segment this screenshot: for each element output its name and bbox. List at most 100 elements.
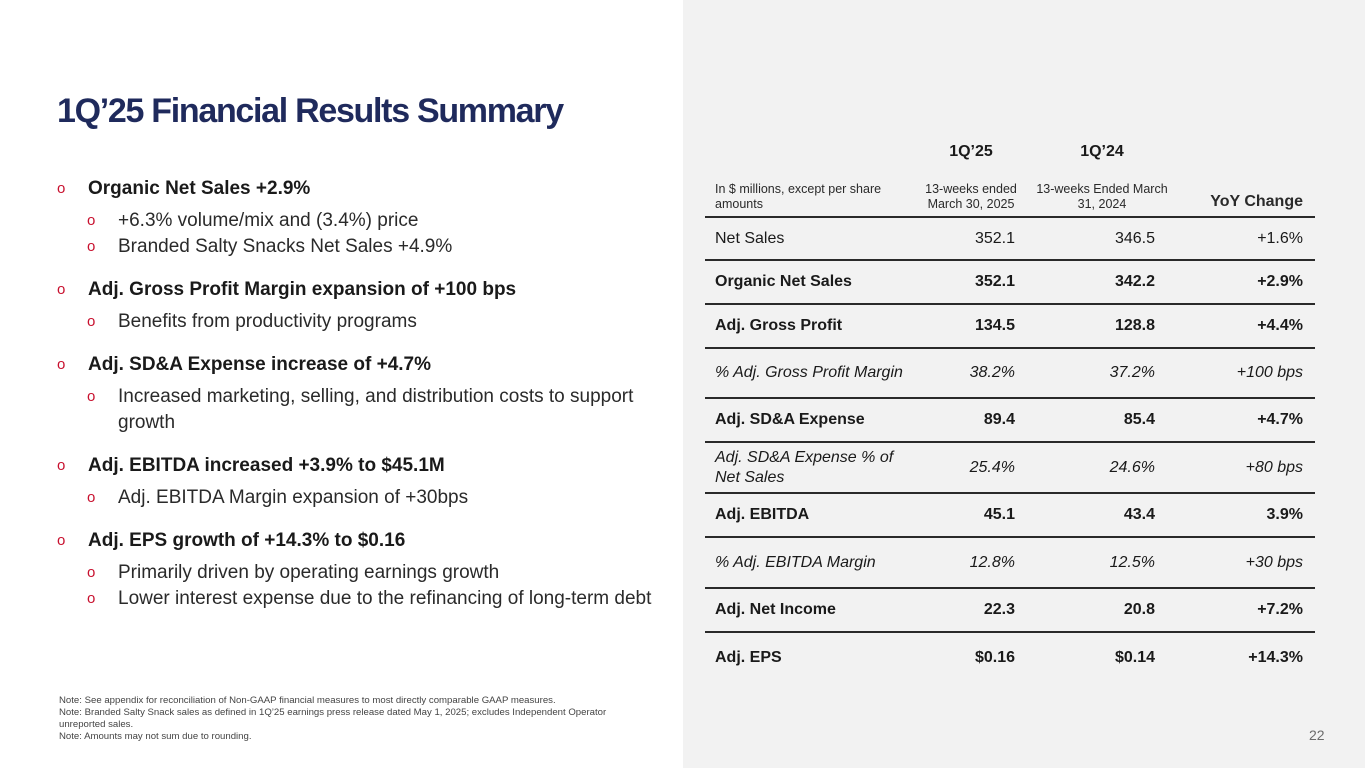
cell-yoy: +100 bps bbox=[1172, 348, 1315, 399]
table-row: Adj. Gross Profit 134.5 128.8 +4.4% bbox=[705, 304, 1315, 349]
row-label: Net Sales bbox=[705, 217, 910, 261]
cell-yoy: +4.7% bbox=[1172, 398, 1315, 443]
cell-1q24: 346.5 bbox=[1032, 217, 1172, 261]
cell-1q24: 128.8 bbox=[1032, 304, 1172, 349]
sub-bullet-text: Lower interest expense due to the refina… bbox=[118, 588, 652, 609]
bullet-marker: o bbox=[57, 356, 66, 373]
unit-note: In $ millions, except per share amounts bbox=[705, 165, 910, 218]
bullet-marker: o bbox=[57, 532, 66, 549]
cell-1q24: 342.2 bbox=[1032, 260, 1172, 305]
bullet-item: o Adj. SD&A Expense increase of +4.7% bbox=[57, 353, 667, 377]
sub-bullet-text: +6.3% volume/mix and (3.4%) price bbox=[118, 210, 419, 231]
period-header-row: 1Q’25 1Q’24 bbox=[705, 138, 1315, 165]
table-row: Adj. Net Income 22.3 20.8 +7.2% bbox=[705, 588, 1315, 633]
cell-1q24: 20.8 bbox=[1032, 588, 1172, 633]
footnote: Note: Branded Salty Snack sales as defin… bbox=[59, 707, 607, 730]
cell-yoy: +80 bps bbox=[1172, 442, 1315, 494]
bullet-marker: o bbox=[87, 564, 96, 581]
yoy-change-header: YoY Change bbox=[1172, 165, 1315, 218]
bullet-marker: o bbox=[57, 457, 66, 474]
row-label: Adj. Gross Profit bbox=[705, 304, 910, 349]
cell-1q25: $0.16 bbox=[974, 648, 1015, 666]
bullet-item: o Adj. Gross Profit Margin expansion of +… bbox=[57, 278, 667, 302]
sub-bullet-text: Benefits from productivity programs bbox=[118, 311, 417, 332]
row-label: Adj. SD&A Expense % of Net Sales bbox=[705, 442, 910, 494]
row-label: Adj. SD&A Expense bbox=[705, 398, 910, 443]
sub-bullet-item: o Benefits from productivity programs bbox=[57, 309, 667, 335]
row-label: Adj. EPS bbox=[715, 648, 782, 666]
financial-results-table: 1Q’25 1Q’24 In $ millions, except per sh… bbox=[705, 138, 1315, 682]
bullet-text: Adj. EBITDA increased +3.9% to $45.1M bbox=[88, 455, 445, 476]
period-1-subheader: 13-weeks ended March 30, 2025 bbox=[910, 165, 1032, 218]
period-2-header: 1Q’24 bbox=[1080, 142, 1124, 160]
row-label: % Adj. EBITDA Margin bbox=[705, 537, 910, 589]
bullet-marker: o bbox=[87, 388, 96, 405]
footnotes: Note: See appendix for reconciliation of… bbox=[59, 695, 649, 743]
cell-yoy: +4.4% bbox=[1172, 304, 1315, 349]
row-label: Organic Net Sales bbox=[705, 260, 910, 305]
column-header-row: In $ millions, except per share amounts … bbox=[705, 165, 1315, 218]
cell-1q25: 38.2% bbox=[910, 348, 1032, 399]
page-number: 22 bbox=[1309, 727, 1325, 743]
table-row: Adj. SD&A Expense % of Net Sales 25.4% 2… bbox=[705, 442, 1315, 494]
bullet-marker: o bbox=[87, 238, 96, 255]
row-label: Adj. EBITDA bbox=[705, 493, 910, 538]
cell-1q24: 37.2% bbox=[1032, 348, 1172, 399]
table-row: % Adj. Gross Profit Margin 38.2% 37.2% +… bbox=[705, 348, 1315, 399]
sub-bullet-text: Adj. EBITDA Margin expansion of +30bps bbox=[118, 487, 469, 508]
bullet-list: o Organic Net Sales +2.9% o +6.3% volume/m… bbox=[57, 177, 667, 612]
sub-bullet-item: o Adj. EBITDA Margin expansion of +30bps bbox=[57, 485, 667, 511]
cell-yoy: +30 bps bbox=[1172, 537, 1315, 589]
bullet-text: Adj. SD&A Expense increase of +4.7% bbox=[88, 354, 432, 375]
cell-1q24: 85.4 bbox=[1032, 398, 1172, 443]
sub-bullet-text: Increased marketing, selling, and distri… bbox=[118, 386, 634, 433]
cell-1q25: 352.1 bbox=[910, 217, 1032, 261]
bullet-marker: o bbox=[87, 489, 96, 506]
cell-yoy: +14.3% bbox=[1248, 648, 1303, 666]
cell-yoy: +7.2% bbox=[1172, 588, 1315, 633]
cell-1q25: 12.8% bbox=[910, 537, 1032, 589]
cell-1q25: 22.3 bbox=[910, 588, 1032, 633]
sub-bullet-item: o +6.3% volume/mix and (3.4%) price bbox=[57, 208, 667, 234]
row-label: Adj. Net Income bbox=[705, 588, 910, 633]
sub-bullet-text: Primarily driven by operating earnings g… bbox=[118, 562, 500, 583]
cell-yoy: 3.9% bbox=[1172, 493, 1315, 538]
table-row: Adj. EPS $0.16 $0.14 +14.3% bbox=[705, 632, 1315, 682]
sub-bullet-text: Branded Salty Snacks Net Sales +4.9% bbox=[118, 236, 453, 257]
bullet-marker: o bbox=[87, 212, 96, 229]
bullet-text: Adj. EPS growth of +14.3% to $0.16 bbox=[88, 530, 406, 551]
sub-bullet-item: o Primarily driven by operating earnings … bbox=[57, 560, 667, 586]
footnote: Note: See appendix for reconciliation of… bbox=[59, 695, 556, 706]
cell-1q24: 12.5% bbox=[1032, 537, 1172, 589]
cell-1q24: $0.14 bbox=[1114, 648, 1155, 666]
sub-bullet-item: o Increased marketing, selling, and distr… bbox=[57, 384, 667, 436]
cell-1q25: 134.5 bbox=[910, 304, 1032, 349]
period-1-header: 1Q’25 bbox=[949, 142, 993, 160]
bullet-marker: o bbox=[87, 590, 96, 607]
cell-1q24: 43.4 bbox=[1032, 493, 1172, 538]
bullet-item: o Adj. EPS growth of +14.3% to $0.16 bbox=[57, 529, 667, 553]
bullet-marker: o bbox=[57, 281, 66, 298]
cell-1q24: 24.6% bbox=[1032, 442, 1172, 494]
sub-bullet-item: o Lower interest expense due to the refin… bbox=[57, 586, 667, 612]
bullet-text: Adj. Gross Profit Margin expansion of +1… bbox=[88, 279, 517, 300]
cell-1q25: 352.1 bbox=[910, 260, 1032, 305]
period-2-subheader: 13-weeks Ended March 31, 2024 bbox=[1032, 165, 1172, 218]
bullet-marker: o bbox=[57, 180, 66, 197]
bullet-item: o Organic Net Sales +2.9% bbox=[57, 177, 667, 201]
bullet-text: Organic Net Sales +2.9% bbox=[88, 178, 311, 199]
table-row: Organic Net Sales 352.1 342.2 +2.9% bbox=[705, 260, 1315, 305]
table-row: % Adj. EBITDA Margin 12.8% 12.5% +30 bps bbox=[705, 537, 1315, 589]
page-title: 1Q’25 Financial Results Summary bbox=[57, 92, 564, 130]
cell-yoy: +1.6% bbox=[1172, 217, 1315, 261]
table-row: Net Sales 352.1 346.5 +1.6% bbox=[705, 217, 1315, 261]
cell-1q25: 89.4 bbox=[910, 398, 1032, 443]
cell-1q25: 25.4% bbox=[910, 442, 1032, 494]
bullet-item: o Adj. EBITDA increased +3.9% to $45.1M bbox=[57, 454, 667, 478]
table-row: Adj. SD&A Expense 89.4 85.4 +4.7% bbox=[705, 398, 1315, 443]
table-row: Adj. EBITDA 45.1 43.4 3.9% bbox=[705, 493, 1315, 538]
cell-1q25: 45.1 bbox=[910, 493, 1032, 538]
sub-bullet-item: o Branded Salty Snacks Net Sales +4.9% bbox=[57, 234, 667, 260]
bullet-marker: o bbox=[87, 313, 96, 330]
row-label: % Adj. Gross Profit Margin bbox=[705, 348, 910, 399]
